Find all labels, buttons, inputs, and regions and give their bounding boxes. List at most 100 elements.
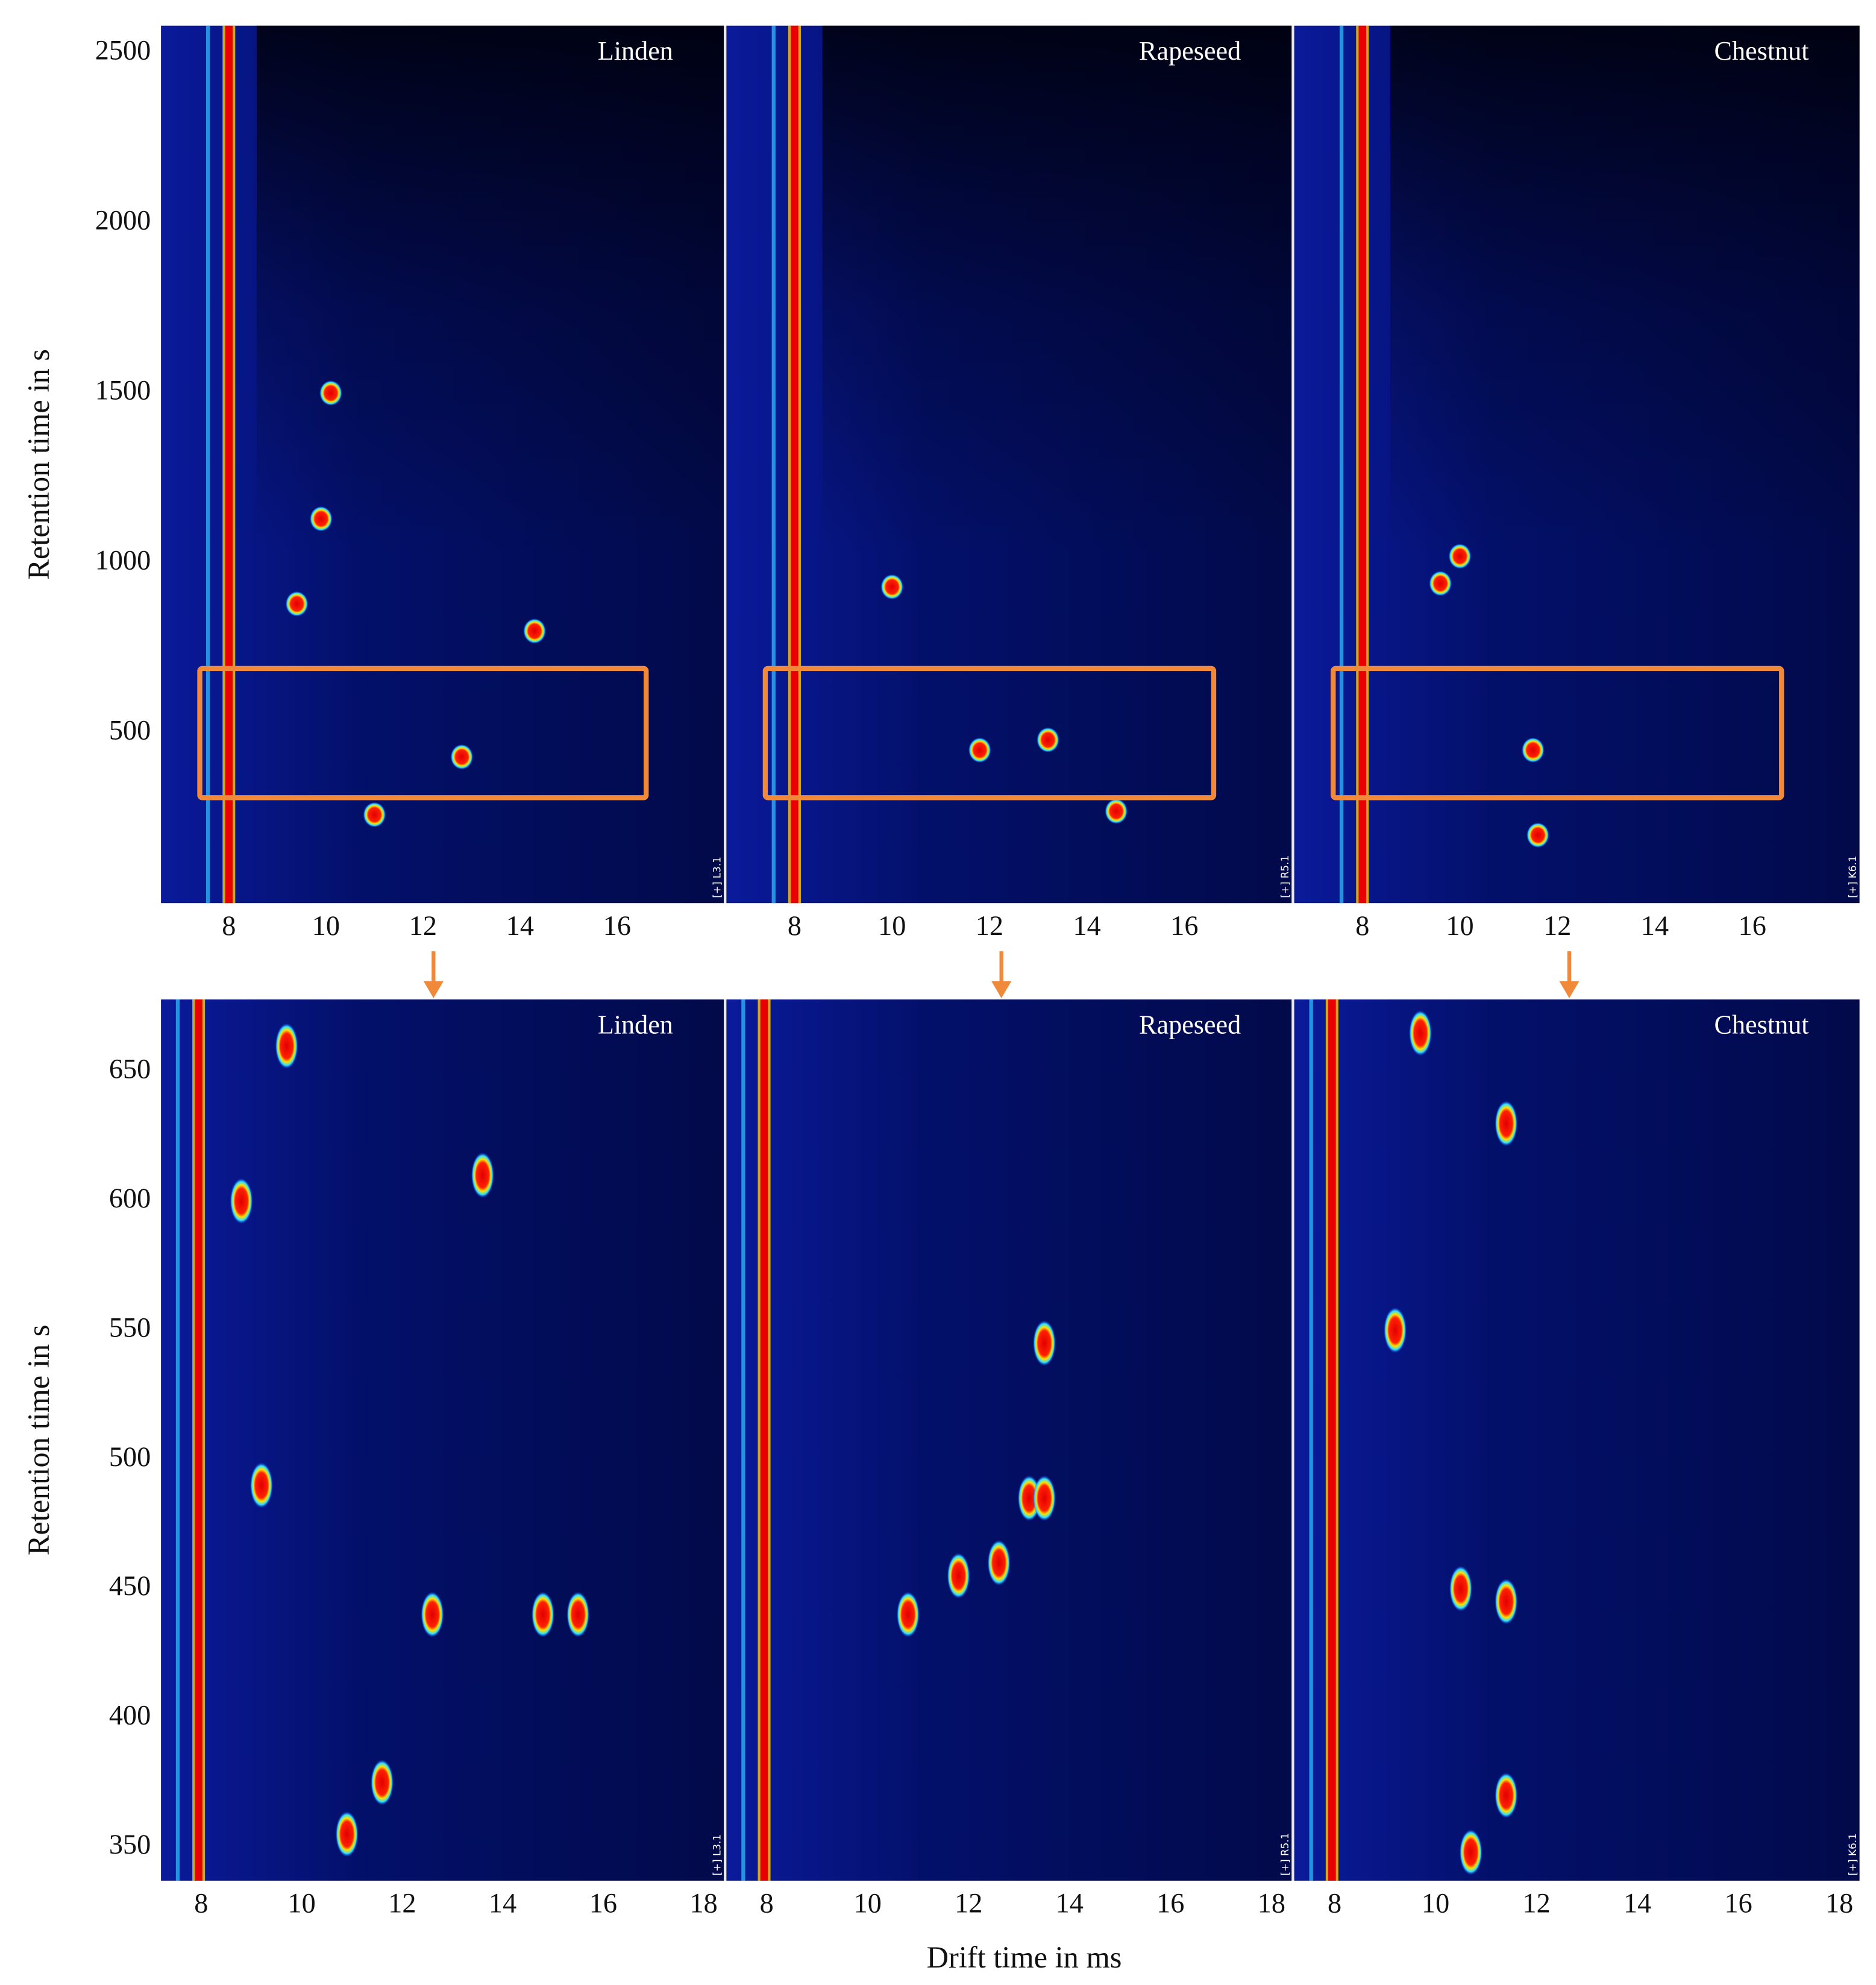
x-tick-label: 10 <box>287 1889 315 1919</box>
y-tick-label: 500 <box>109 716 151 746</box>
panel: Chestnut [+] K6.1 <box>1294 25 1860 904</box>
peak <box>566 1591 590 1638</box>
peak <box>523 618 546 644</box>
panel-title: Rapeseed <box>1139 36 1241 66</box>
peak <box>275 1023 298 1069</box>
panel-background <box>726 999 1292 1881</box>
peak <box>335 1811 359 1857</box>
peak <box>1448 543 1472 569</box>
x-tick-label: 18 <box>690 1889 718 1919</box>
peak <box>371 1760 394 1805</box>
y-tick-label: 1500 <box>95 376 151 406</box>
peak <box>309 506 333 532</box>
panel-id: [+] K6.1 <box>1846 1833 1859 1875</box>
x-tick-label: 12 <box>1522 1889 1550 1919</box>
y-tick-label: 600 <box>109 1183 151 1214</box>
panel-title: Chestnut <box>1714 1010 1810 1039</box>
y-tick-label: 1000 <box>95 546 151 576</box>
zoom-box <box>762 665 1217 801</box>
peak <box>363 802 386 828</box>
peak <box>471 1152 494 1198</box>
panel-title: Linden <box>598 36 673 66</box>
panel: Linden [+] L3.1 <box>161 999 724 1881</box>
y-axis-label: Retention time in s <box>22 1325 55 1556</box>
peak <box>1032 1320 1056 1367</box>
peak <box>1032 1475 1056 1521</box>
rip-line <box>760 999 768 1881</box>
side-line <box>175 999 180 1881</box>
peak <box>1429 570 1452 596</box>
side-line <box>1339 25 1344 904</box>
panel-shade <box>1390 25 1860 552</box>
panel: Linden [+] L3.1 <box>161 25 724 904</box>
x-tick-label: 12 <box>409 911 437 942</box>
x-tick-label: 8 <box>760 1889 774 1919</box>
y-tick-label: 550 <box>109 1312 151 1343</box>
peak <box>1521 737 1545 763</box>
peak <box>1459 1829 1482 1875</box>
peak <box>1384 1307 1407 1353</box>
panel-title: Rapeseed <box>1139 1010 1241 1039</box>
zoom-box <box>197 665 649 801</box>
x-tick-label: 10 <box>1422 1889 1449 1919</box>
peak <box>1037 727 1059 753</box>
side-line <box>205 25 210 904</box>
separator <box>1291 25 1294 904</box>
panel-id: [+] K6.1 <box>1846 855 1859 898</box>
peak <box>1105 798 1128 824</box>
peak <box>230 1178 253 1224</box>
peak <box>1526 822 1549 848</box>
panel-id: [+] R5.1 <box>1279 855 1291 898</box>
x-tick-label: 16 <box>1725 1889 1752 1919</box>
x-tick-label: 8 <box>194 1889 208 1919</box>
y-axis-label: Retention time in s <box>22 349 55 580</box>
panel-shade <box>256 25 724 552</box>
separator <box>724 999 727 1881</box>
panel-background <box>161 999 724 1881</box>
x-tick-label: 14 <box>489 1889 516 1919</box>
peak <box>421 1591 444 1638</box>
panel: Chestnut [+] K6.1 <box>1294 999 1860 1881</box>
y-tick-label: 500 <box>109 1442 151 1473</box>
x-tick-label: 18 <box>1825 1889 1853 1919</box>
separator <box>1291 999 1294 1881</box>
peak <box>531 1591 554 1638</box>
peak <box>285 591 309 617</box>
rip-line <box>1328 999 1336 1881</box>
rip-line <box>1358 25 1367 904</box>
x-tick-label: 10 <box>878 911 906 942</box>
x-tick-label: 16 <box>603 911 631 942</box>
y-tick-label: 350 <box>109 1829 151 1860</box>
panel-shade <box>822 25 1292 552</box>
x-tick-label: 10 <box>854 1889 882 1919</box>
peak <box>249 1462 273 1508</box>
panel: Rapeseed [+] R5.1 <box>726 25 1292 904</box>
x-tick-label: 12 <box>388 1889 416 1919</box>
x-tick-label: 14 <box>1641 911 1669 942</box>
x-tick-label: 16 <box>1170 911 1198 942</box>
x-tick-label: 14 <box>1073 911 1101 942</box>
peak <box>896 1591 920 1638</box>
x-tick-label: 16 <box>1739 911 1766 942</box>
arrows <box>423 951 1580 998</box>
panel-id: [+] L3.1 <box>711 1834 723 1876</box>
panel-id: [+] R5.1 <box>1279 1833 1291 1876</box>
side-line <box>771 25 776 904</box>
x-tick-label: 18 <box>1258 1889 1285 1919</box>
peak <box>987 1540 1011 1586</box>
peak <box>1449 1565 1472 1612</box>
y-tick-label: 650 <box>109 1054 151 1085</box>
panel-background <box>1294 999 1860 1881</box>
peak <box>1495 1100 1518 1147</box>
x-tick-label: 10 <box>1446 911 1473 942</box>
x-tick-label: 12 <box>1543 911 1571 942</box>
x-tick-label: 14 <box>1623 1889 1651 1919</box>
x-tick-label: 16 <box>1156 1889 1184 1919</box>
peak <box>947 1553 970 1599</box>
y-tick-label: 2500 <box>95 35 151 66</box>
peak <box>968 737 991 763</box>
x-tick-label: 12 <box>976 911 1003 942</box>
panel-title: Linden <box>598 1010 673 1039</box>
